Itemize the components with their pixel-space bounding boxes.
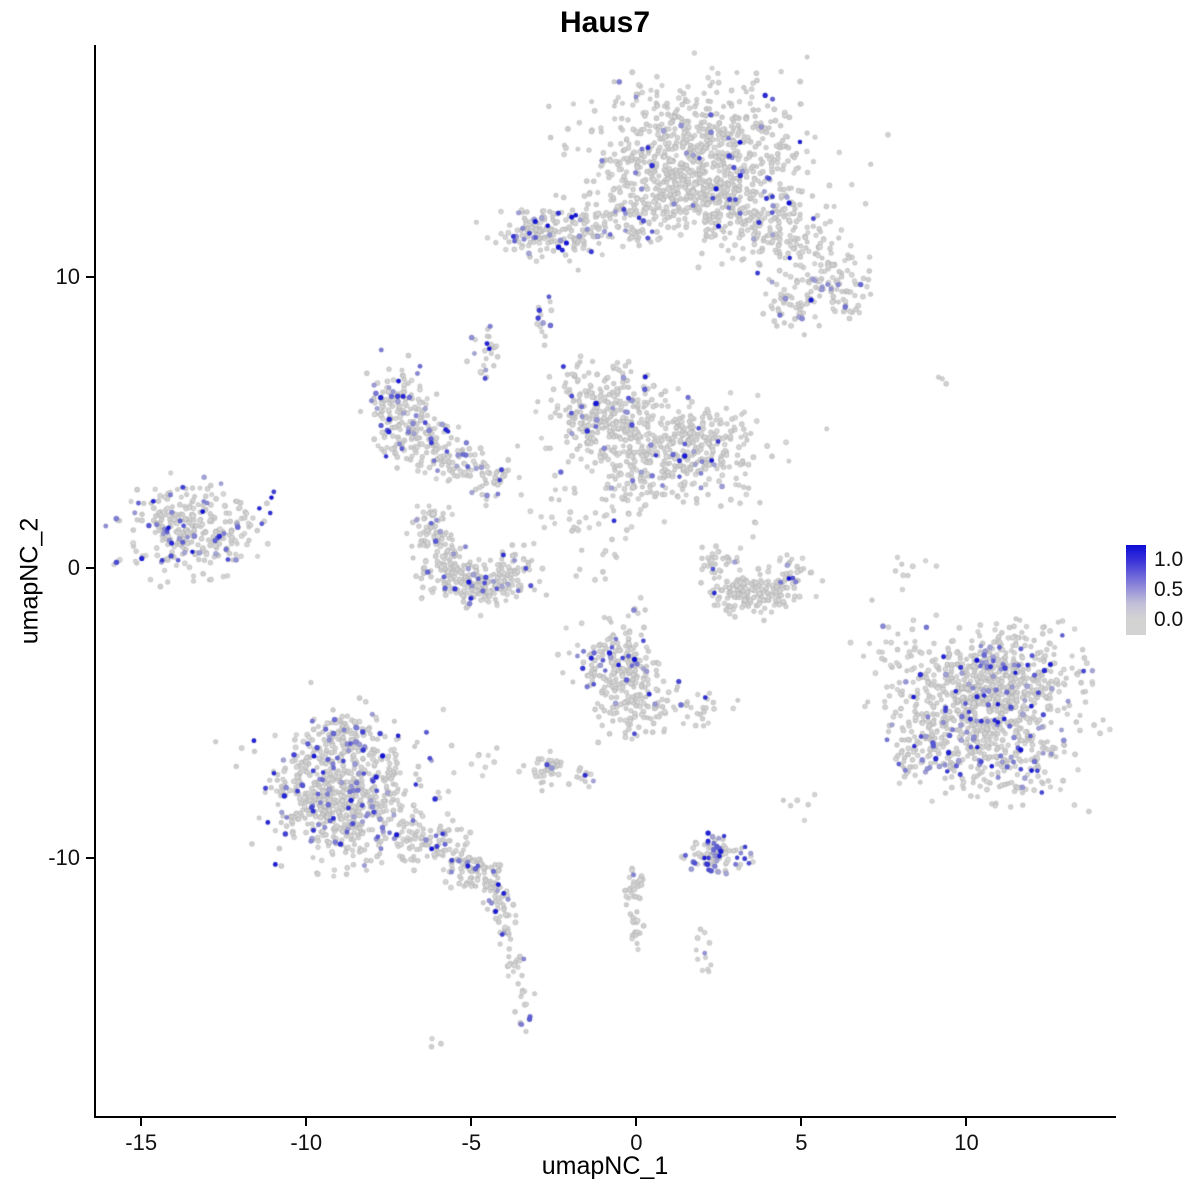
x-tick-mark — [140, 1118, 143, 1126]
x-tick-mark — [635, 1118, 638, 1126]
x-tick-label: 0 — [630, 1130, 643, 1155]
x-tick-mark — [800, 1118, 803, 1126]
y-tick-mark — [86, 276, 94, 279]
legend-label-low: 0.0 — [1154, 608, 1184, 631]
legend-label-high: 1.0 — [1154, 548, 1184, 571]
x-tick-label: 5 — [795, 1130, 808, 1155]
plot-title: Haus7 — [559, 6, 651, 39]
legend-label-mid: 0.5 — [1154, 578, 1184, 601]
x-tick-label: 10 — [954, 1130, 979, 1155]
legend-gradient-bar — [1126, 545, 1146, 635]
x-axis-title: umapNC_1 — [541, 1152, 669, 1180]
y-axis-title: umapNC_2 — [15, 517, 44, 645]
legend-colorbar: 1.0 0.5 0.0 — [1126, 545, 1200, 635]
y-tick-label: -10 — [48, 845, 80, 871]
y-tick-label: 10 — [55, 264, 80, 290]
x-axis-line — [94, 1116, 1116, 1118]
x-tick-label: -10 — [290, 1130, 323, 1155]
x-tick-label: -5 — [461, 1130, 482, 1155]
y-tick-mark — [86, 857, 94, 860]
y-tick-label: 0 — [67, 554, 80, 580]
x-tick-mark — [305, 1118, 308, 1126]
x-tick-mark — [470, 1118, 473, 1126]
x-tick-mark — [965, 1118, 968, 1126]
y-tick-mark — [86, 566, 94, 569]
x-tick-label: -15 — [125, 1130, 158, 1155]
y-axis-line — [94, 45, 96, 1118]
